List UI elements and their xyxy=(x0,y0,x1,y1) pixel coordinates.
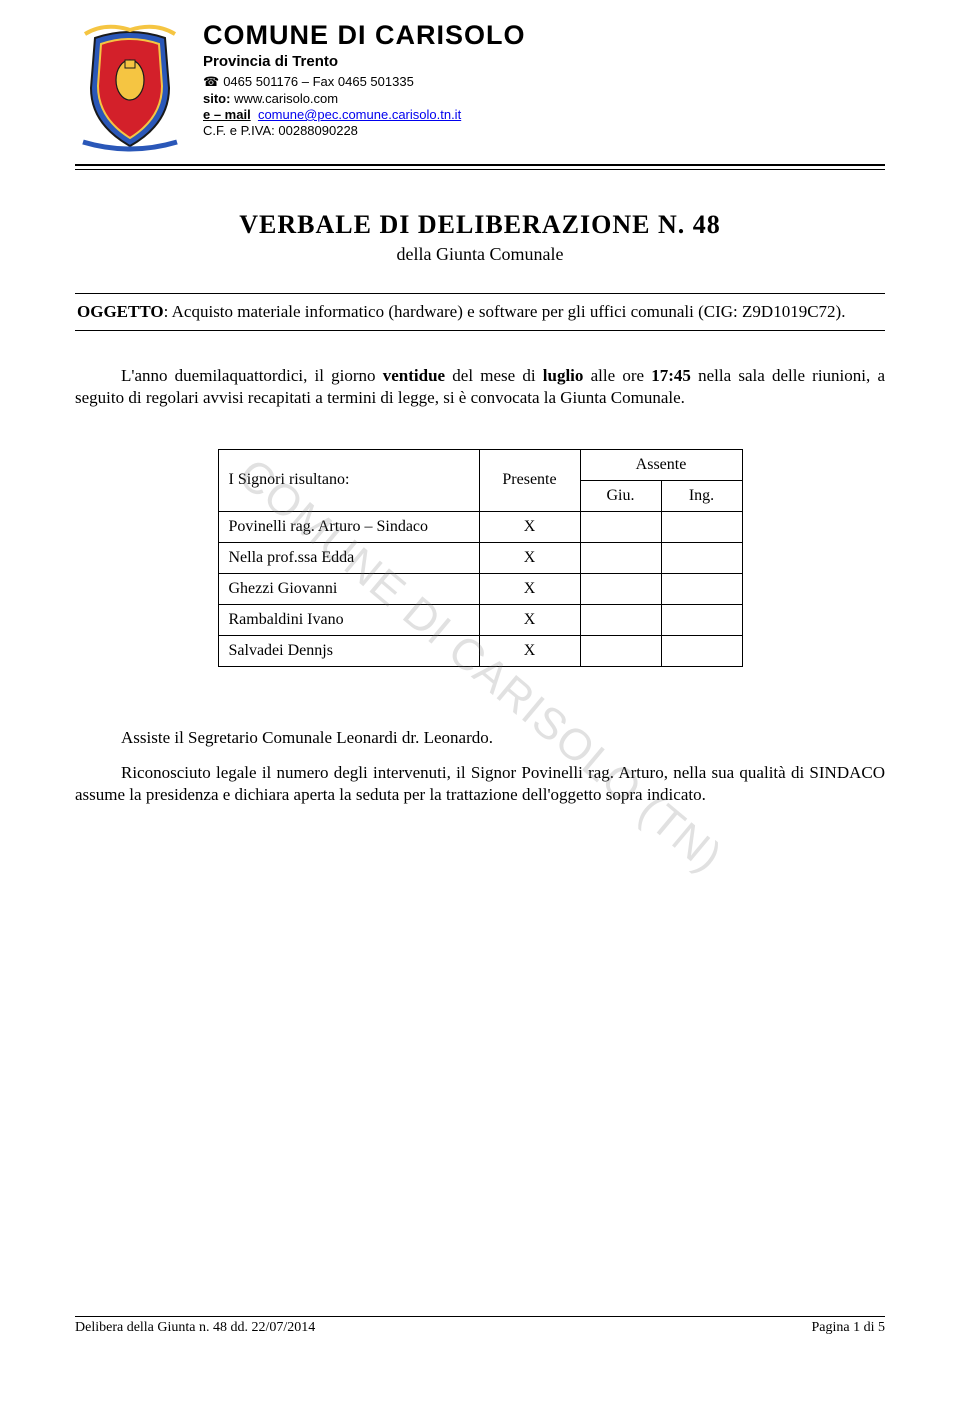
table-row: Nella prof.ssa EddaX xyxy=(218,542,742,573)
footer-left: Delibera della Giunta n. 48 dd. 22/07/20… xyxy=(75,1320,315,1336)
attendee-presente: X xyxy=(479,542,580,573)
page-footer: Delibera della Giunta n. 48 dd. 22/07/20… xyxy=(75,1316,885,1336)
website-line: sito: www.carisolo.com xyxy=(203,91,885,106)
header-divider xyxy=(75,164,885,170)
table-row: Povinelli rag. Arturo – SindacoX xyxy=(218,511,742,542)
attendee-assente-ing xyxy=(661,573,742,604)
attendance-table: I Signori risultano: Presente Assente Gi… xyxy=(218,449,743,667)
attendee-assente-ing xyxy=(661,511,742,542)
table-row: Rambaldini IvanoX xyxy=(218,604,742,635)
col-header-name: I Signori risultano: xyxy=(218,449,479,511)
col-header-ing: Ing. xyxy=(661,480,742,511)
attendee-assente-ing xyxy=(661,635,742,666)
attendee-presente: X xyxy=(479,604,580,635)
attendee-assente-giu xyxy=(580,511,661,542)
legality-paragraph: Riconosciuto legale il numero degli inte… xyxy=(75,762,885,806)
province-label: Provincia di Trento xyxy=(203,53,885,70)
attendee-name: Povinelli rag. Arturo – Sindaco xyxy=(218,511,479,542)
attendee-presente: X xyxy=(479,635,580,666)
letterhead: COMUNE DI CARISOLO Provincia di Trento ☎… xyxy=(75,20,885,154)
table-header-row: I Signori risultano: Presente Assente xyxy=(218,449,742,480)
attendee-presente: X xyxy=(479,573,580,604)
table-row: Salvadei DennjsX xyxy=(218,635,742,666)
attendee-name: Nella prof.ssa Edda xyxy=(218,542,479,573)
col-header-presente: Presente xyxy=(479,449,580,511)
oggetto-label: OGGETTO xyxy=(77,302,164,321)
attendee-assente-ing xyxy=(661,542,742,573)
convocation-paragraph: L'anno duemilaquattordici, il giorno ven… xyxy=(75,365,885,409)
phone-fax-line: ☎0465 501176 – Fax 0465 501335 xyxy=(203,74,885,90)
attendee-name: Ghezzi Giovanni xyxy=(218,573,479,604)
attendee-presente: X xyxy=(479,511,580,542)
attendee-name: Salvadei Dennjs xyxy=(218,635,479,666)
municipal-crest-icon xyxy=(75,24,185,154)
attendee-assente-giu xyxy=(580,542,661,573)
attendee-assente-giu xyxy=(580,604,661,635)
secretary-paragraph: Assiste il Segretario Comunale Leonardi … xyxy=(75,727,885,749)
oggetto-block: OGGETTO: Acquisto materiale informatico … xyxy=(75,302,885,322)
divider xyxy=(75,330,885,331)
col-header-assente: Assente xyxy=(580,449,742,480)
attendee-assente-giu xyxy=(580,635,661,666)
col-header-giu: Giu. xyxy=(580,480,661,511)
email-line: e – mail comune@pec.comune.carisolo.tn.i… xyxy=(203,107,885,122)
divider xyxy=(75,293,885,294)
document-title: VERBALE DI DELIBERAZIONE N. 48 xyxy=(75,210,885,240)
email-link[interactable]: comune@pec.comune.carisolo.tn.it xyxy=(258,107,461,122)
oggetto-text: : Acquisto materiale informatico (hardwa… xyxy=(164,302,846,321)
fiscal-code-line: C.F. e P.IVA: 00288090228 xyxy=(203,123,885,138)
footer-right: Pagina 1 di 5 xyxy=(812,1320,886,1336)
document-subtitle: della Giunta Comunale xyxy=(75,244,885,265)
attendee-assente-giu xyxy=(580,573,661,604)
organization-name: COMUNE DI CARISOLO xyxy=(203,20,885,51)
table-row: Ghezzi GiovanniX xyxy=(218,573,742,604)
attendee-name: Rambaldini Ivano xyxy=(218,604,479,635)
telephone-icon: ☎ xyxy=(203,74,219,89)
attendee-assente-ing xyxy=(661,604,742,635)
